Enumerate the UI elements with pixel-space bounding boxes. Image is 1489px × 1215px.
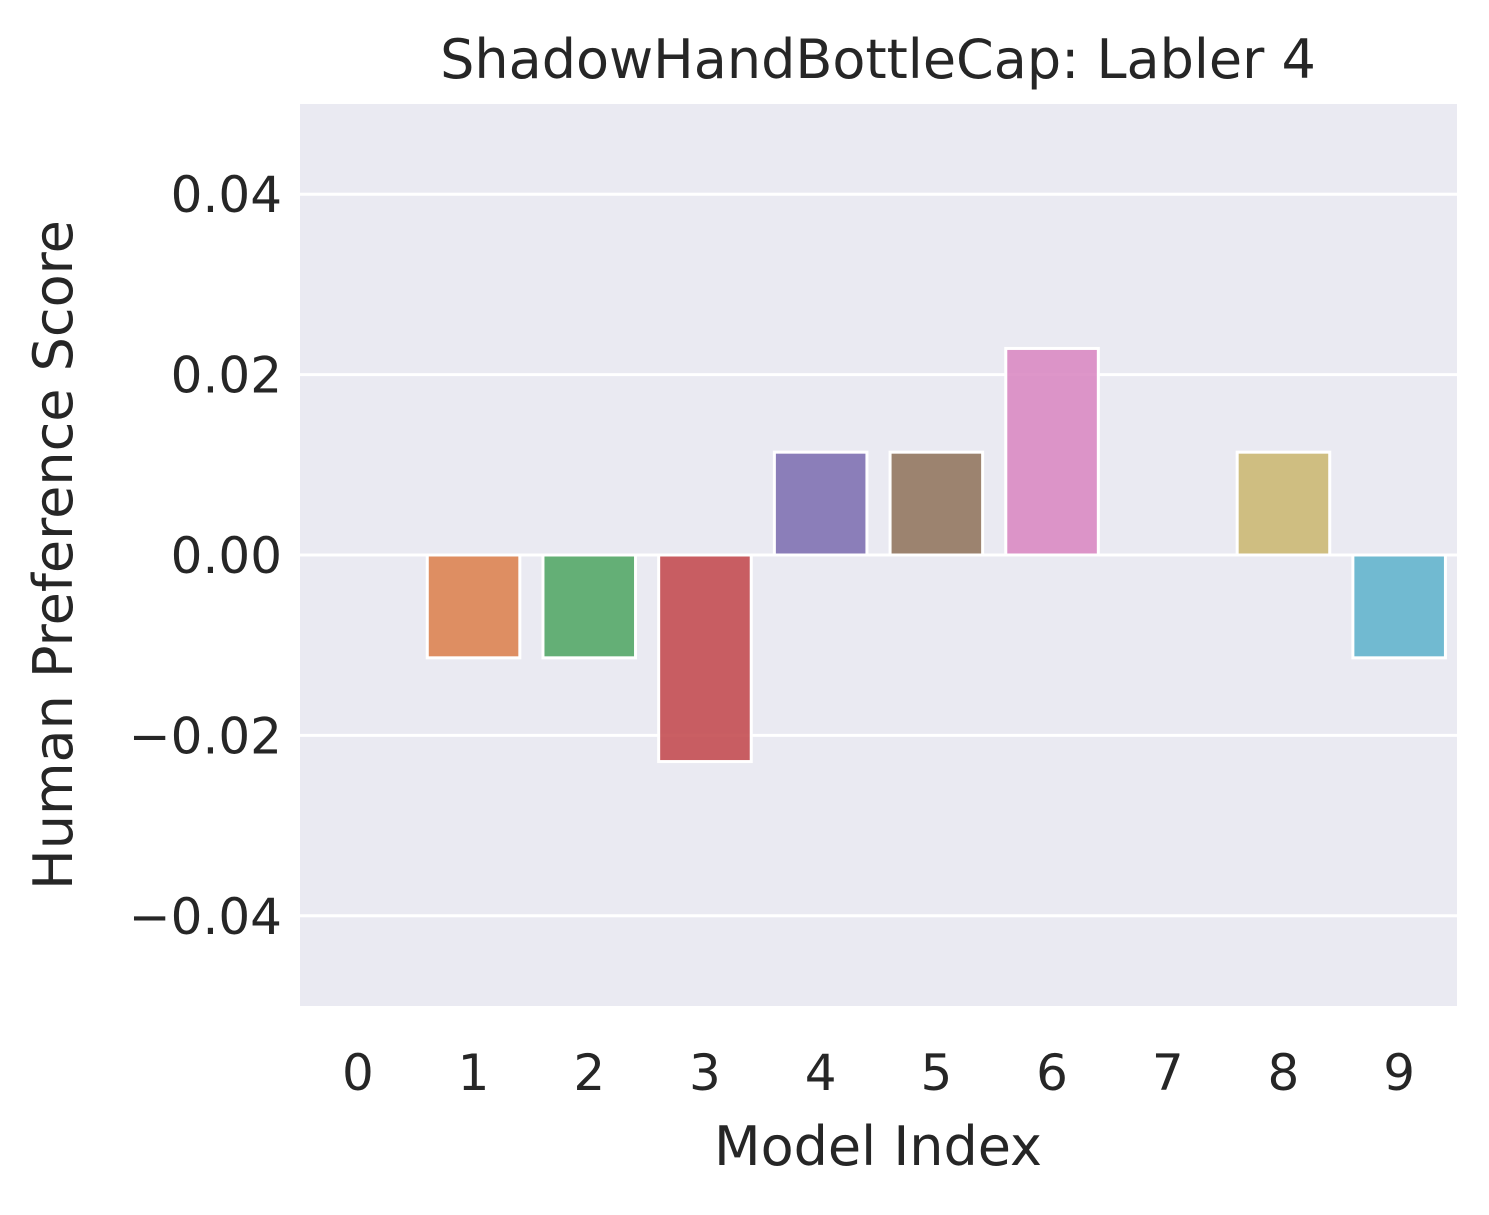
- chart-title: ShadowHandBottleCap: Labler 4: [440, 28, 1316, 91]
- y-tick-label: 0.02: [171, 347, 282, 405]
- bar-model-5: [888, 450, 985, 557]
- bar-model-9: [1351, 553, 1447, 660]
- y-tick-label: 0.00: [171, 527, 282, 585]
- bar-model-8: [1235, 450, 1332, 557]
- x-tick-labels: 0 1 2 3 4 5 6 7 8 9: [342, 1044, 1415, 1102]
- y-tick-label: 0.04: [171, 166, 282, 224]
- x-tick-label: 2: [573, 1044, 605, 1102]
- x-tick-label: 6: [1036, 1044, 1068, 1102]
- x-tick-label: 8: [1268, 1044, 1300, 1102]
- bar-model-2: [541, 553, 638, 660]
- y-axis-label: Human Preference Score: [22, 220, 85, 890]
- x-tick-label: 9: [1383, 1044, 1415, 1102]
- x-axis-label: Model Index: [714, 1115, 1042, 1178]
- x-tick-label: 7: [1152, 1044, 1184, 1102]
- x-tick-label: 5: [920, 1044, 952, 1102]
- x-tick-label: 0: [342, 1044, 374, 1102]
- x-tick-label: 4: [805, 1044, 837, 1102]
- bar-model-1: [425, 553, 522, 660]
- bars: [425, 346, 1447, 764]
- y-tick-label: −0.02: [129, 707, 282, 765]
- x-tick-label: 3: [689, 1044, 721, 1102]
- bar-model-4: [772, 450, 869, 557]
- bar-model-6: [1004, 346, 1100, 557]
- y-tick-label: −0.04: [129, 888, 282, 946]
- bar-model-3: [657, 553, 753, 764]
- y-tick-labels: −0.04 −0.02 0.00 0.02 0.04: [129, 166, 282, 946]
- x-tick-label: 1: [458, 1044, 490, 1102]
